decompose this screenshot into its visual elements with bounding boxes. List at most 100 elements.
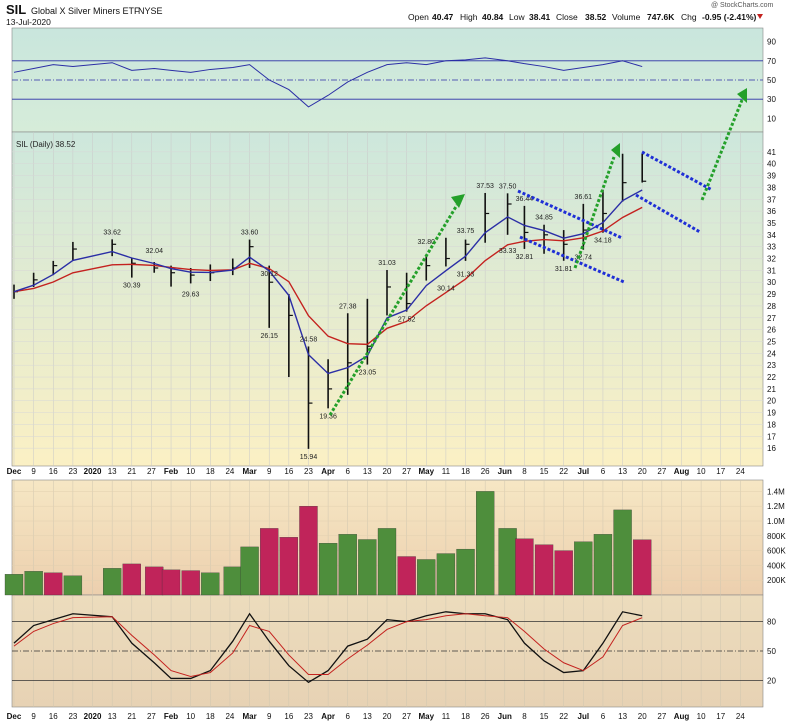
price-annotation: 36.44 [516,196,534,203]
volume-y-tick-label: 800K [767,532,786,541]
price-annotation: 34.85 [535,215,553,222]
x-tick-label: 2020 [84,467,102,476]
ema-slow-line [13,206,643,346]
volume-y-tick-label: 1.0M [767,517,785,526]
x-tick-label: 2020 [84,712,102,721]
x-tick-label: Apr [321,712,335,721]
volume-bar [201,572,220,596]
price-annotation: 34.18 [594,238,612,245]
price-annotation: 27.52 [398,317,416,324]
x-tick-label: 20 [638,712,647,721]
price-annotation: 37.53 [476,183,494,190]
stochastic-d-line [13,613,643,677]
price-y-tick-label: 37 [767,195,776,204]
price-y-tick-label: 25 [767,337,776,346]
price-y-tick-label: 17 [767,432,776,441]
price-annotation: 30.14 [437,286,455,293]
rsi-y-tick-label: 70 [767,57,776,66]
price-y-tick-label: 18 [767,420,776,429]
rsi-y-tick-label: 10 [767,114,776,123]
x-tick-label: Mar [242,712,256,721]
volume-y-tick-label: 600K [767,547,786,556]
volume-bar [318,543,338,596]
volume-bar [279,537,298,596]
x-tick-label: 16 [49,712,58,721]
rsi-y-tick-label: 50 [767,76,776,85]
price-y-tick-label: 24 [767,349,776,358]
price-annotation: 30.12 [260,271,278,278]
price-annotation: 27.38 [339,303,357,310]
x-tick-label: 27 [402,467,411,476]
x-tick-label: Jul [578,467,590,476]
price-y-tick-label: 40 [767,160,776,169]
x-tick-label: 24 [225,467,234,476]
price-annotation: 33.62 [103,229,121,236]
x-tick-label: 8 [522,712,527,721]
x-tick-label: Feb [164,712,178,721]
price-y-tick-label: 20 [767,397,776,406]
rsi-layer [12,57,763,108]
price-y-tick-label: 22 [767,373,776,382]
price-annotation: 23.05 [359,370,377,377]
volume-bar [358,539,377,596]
x-tick-label: 9 [267,712,272,721]
down-arrow-icon [757,14,763,19]
fund-name: Global X Silver Miners ETF [31,6,140,16]
x-tick-label: 20 [383,467,392,476]
x-tick-label: 17 [716,467,725,476]
price-annotation: 15.94 [300,454,318,461]
x-tick-label: 20 [383,712,392,721]
arrow-head-april [451,194,465,208]
open-value: 40.47 [432,12,454,22]
x-tick-label: May [418,712,434,721]
volume-bar [24,571,43,596]
x-tick-label: Mar [242,467,256,476]
channel-upper-line-june [517,189,623,240]
price-annotation: 31.03 [378,260,396,267]
close-value: 38.52 [585,12,607,22]
price-y-tick-label: 30 [767,278,776,287]
channel-lower-line-june [519,235,625,284]
price-y-tick-label: 32 [767,255,776,264]
x-tick-label: 26 [481,467,490,476]
high-value: 40.84 [482,12,504,22]
x-tick-label: Aug [674,467,690,476]
quote-bar: Open 40.47 High 40.84 Low 38.41 Close 38… [408,12,763,22]
volume-bar [103,568,122,596]
x-tick-label: 6 [346,467,351,476]
price-annotation: 30.39 [123,283,141,290]
x-tick-label: 26 [481,712,490,721]
x-tick-label: 18 [461,712,470,721]
volume-bar [633,539,652,596]
volume-bar [574,541,593,596]
x-tick-label: 13 [108,712,117,721]
price-y-tick-label: 16 [767,444,776,453]
x-tick-label: 9 [31,712,36,721]
price-annotation: 36.61 [575,194,593,201]
close-label: Close [556,12,578,22]
price-y-tick-label: 23 [767,361,776,370]
volume-bar [299,506,318,596]
volume-bar [4,574,24,596]
trend-arrow-august [700,99,744,201]
x-tick-label: 27 [147,712,156,721]
x-tick-label: 22 [559,712,568,721]
stochastic-y-tick-label: 50 [767,647,776,656]
x-tick-label: 20 [638,467,647,476]
volume-bar [181,570,200,596]
chg-label: Chg [681,12,697,22]
volume-bar [122,563,141,596]
volume-bar [593,534,613,596]
x-tick-label: 13 [618,467,627,476]
price-annotation: 32.74 [575,255,593,262]
volume-bar [223,566,242,596]
price-y-tick-label: 39 [767,172,776,181]
volume-bar [498,528,517,596]
x-tick-label: 24 [736,467,745,476]
price-y-tick-label: 35 [767,219,776,228]
x-tick-label: 13 [108,467,117,476]
x-tick-label: Aug [674,712,690,721]
stochastic-layer [12,611,763,684]
price-y-tick-label: 21 [767,385,776,394]
ticker-symbol: SIL [6,2,26,17]
